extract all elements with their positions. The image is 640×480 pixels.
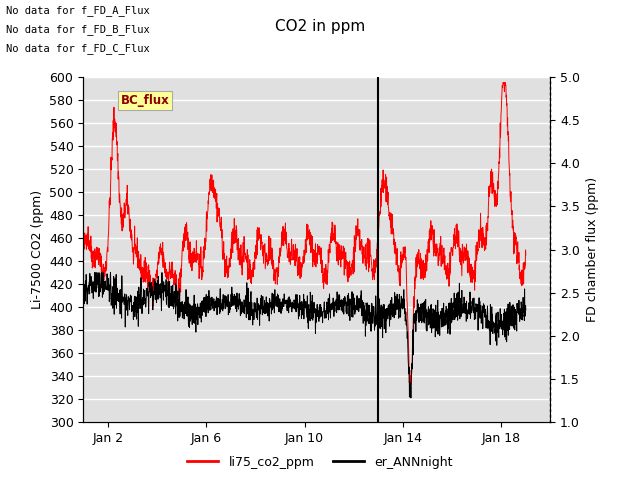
Text: No data for f_FD_C_Flux: No data for f_FD_C_Flux [6,43,150,54]
Legend: li75_co2_ppm, er_ANNnight: li75_co2_ppm, er_ANNnight [182,451,458,474]
Text: No data for f_FD_B_Flux: No data for f_FD_B_Flux [6,24,150,35]
Y-axis label: FD chamber flux (ppm): FD chamber flux (ppm) [586,177,598,322]
Text: No data for f_FD_A_Flux: No data for f_FD_A_Flux [6,5,150,16]
Text: CO2 in ppm: CO2 in ppm [275,19,365,34]
Y-axis label: Li-7500 CO2 (ppm): Li-7500 CO2 (ppm) [31,190,44,309]
Text: BC_flux: BC_flux [120,95,170,108]
